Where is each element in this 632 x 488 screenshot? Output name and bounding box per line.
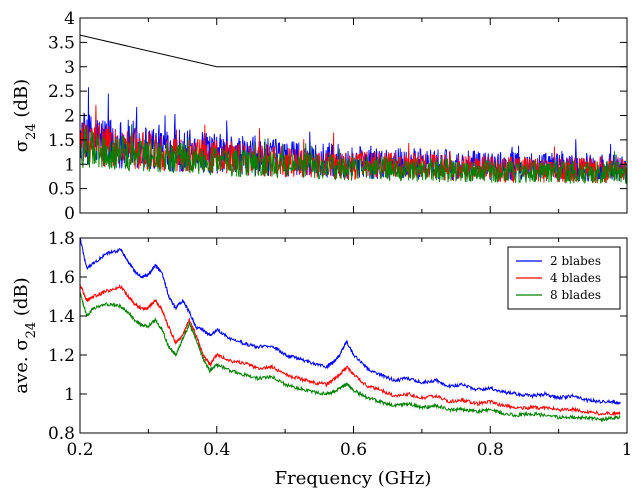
x-tick-label: 1 <box>622 440 632 460</box>
x-tick-label: 0.4 <box>203 440 230 460</box>
bottom-y-tick-label: 1 <box>64 385 75 405</box>
series-4-blades-line <box>80 283 621 417</box>
x-axis-title: Frequency (GHz) <box>275 468 432 488</box>
bottom-y-tick-label: 1.8 <box>48 229 75 249</box>
bottom-y-tick-label: 1.2 <box>48 346 75 366</box>
legend-label: 2 blabes <box>550 254 601 268</box>
top-y-tick-label: 0 <box>64 204 75 224</box>
x-tick-label: 0.6 <box>340 440 367 460</box>
top-plot-frame <box>79 17 628 214</box>
top-y-tick-label: 1 <box>64 155 75 175</box>
x-tick-label: 0.2 <box>66 440 93 460</box>
top-y-tick-label: 4 <box>64 9 75 29</box>
bottom-y-tick-label: 1.6 <box>48 268 75 288</box>
top-y-tick-label: 2 <box>64 107 75 127</box>
legend: 2 blabes 4 blades 8 blades <box>507 246 621 310</box>
x-tick-label: 0.8 <box>477 440 504 460</box>
top-y-tick-label: 2.5 <box>48 82 75 102</box>
bottom-y-tick-label: 1.4 <box>48 307 75 327</box>
legend-label: 4 blades <box>550 271 601 285</box>
bottom-plot-area <box>80 238 621 423</box>
top-y-tick-label: 3 <box>64 58 75 78</box>
top-y-axis-title: σ24 (dB) <box>11 79 39 152</box>
top-y-tick-label: 1.5 <box>48 131 75 151</box>
series-2-blabes-line <box>80 238 621 405</box>
top-axes: 0 0.5 1 1.5 2 2.5 3 3.5 4 σ24 (dB) <box>11 9 628 224</box>
top-y-tick-label: 3.5 <box>48 33 75 53</box>
bottom-y-tick-label: 0.8 <box>48 424 75 444</box>
threshold-line <box>80 34 627 68</box>
series-8-blades-line <box>80 291 621 423</box>
top-plot-area <box>80 34 627 184</box>
bottom-axes: 0.2 0.4 0.6 0.8 1 0.8 1 1.2 1.4 1.6 1.8 ave. σ24 (d… <box>11 229 632 460</box>
top-panel: 0 0.5 1 1.5 2 2.5 3 3.5 4 σ24 (dB) <box>11 9 628 224</box>
legend-label: 8 blades <box>550 288 601 302</box>
bottom-panel: 0.2 0.4 0.6 0.8 1 0.8 1 1.2 1.4 1.6 1.8 ave. σ24 (d… <box>11 229 632 460</box>
bottom-y-axis-title: ave. σ24 (dB) <box>11 277 39 393</box>
top-y-tick-label: 0.5 <box>48 180 75 200</box>
top-series-3-line <box>80 124 627 184</box>
